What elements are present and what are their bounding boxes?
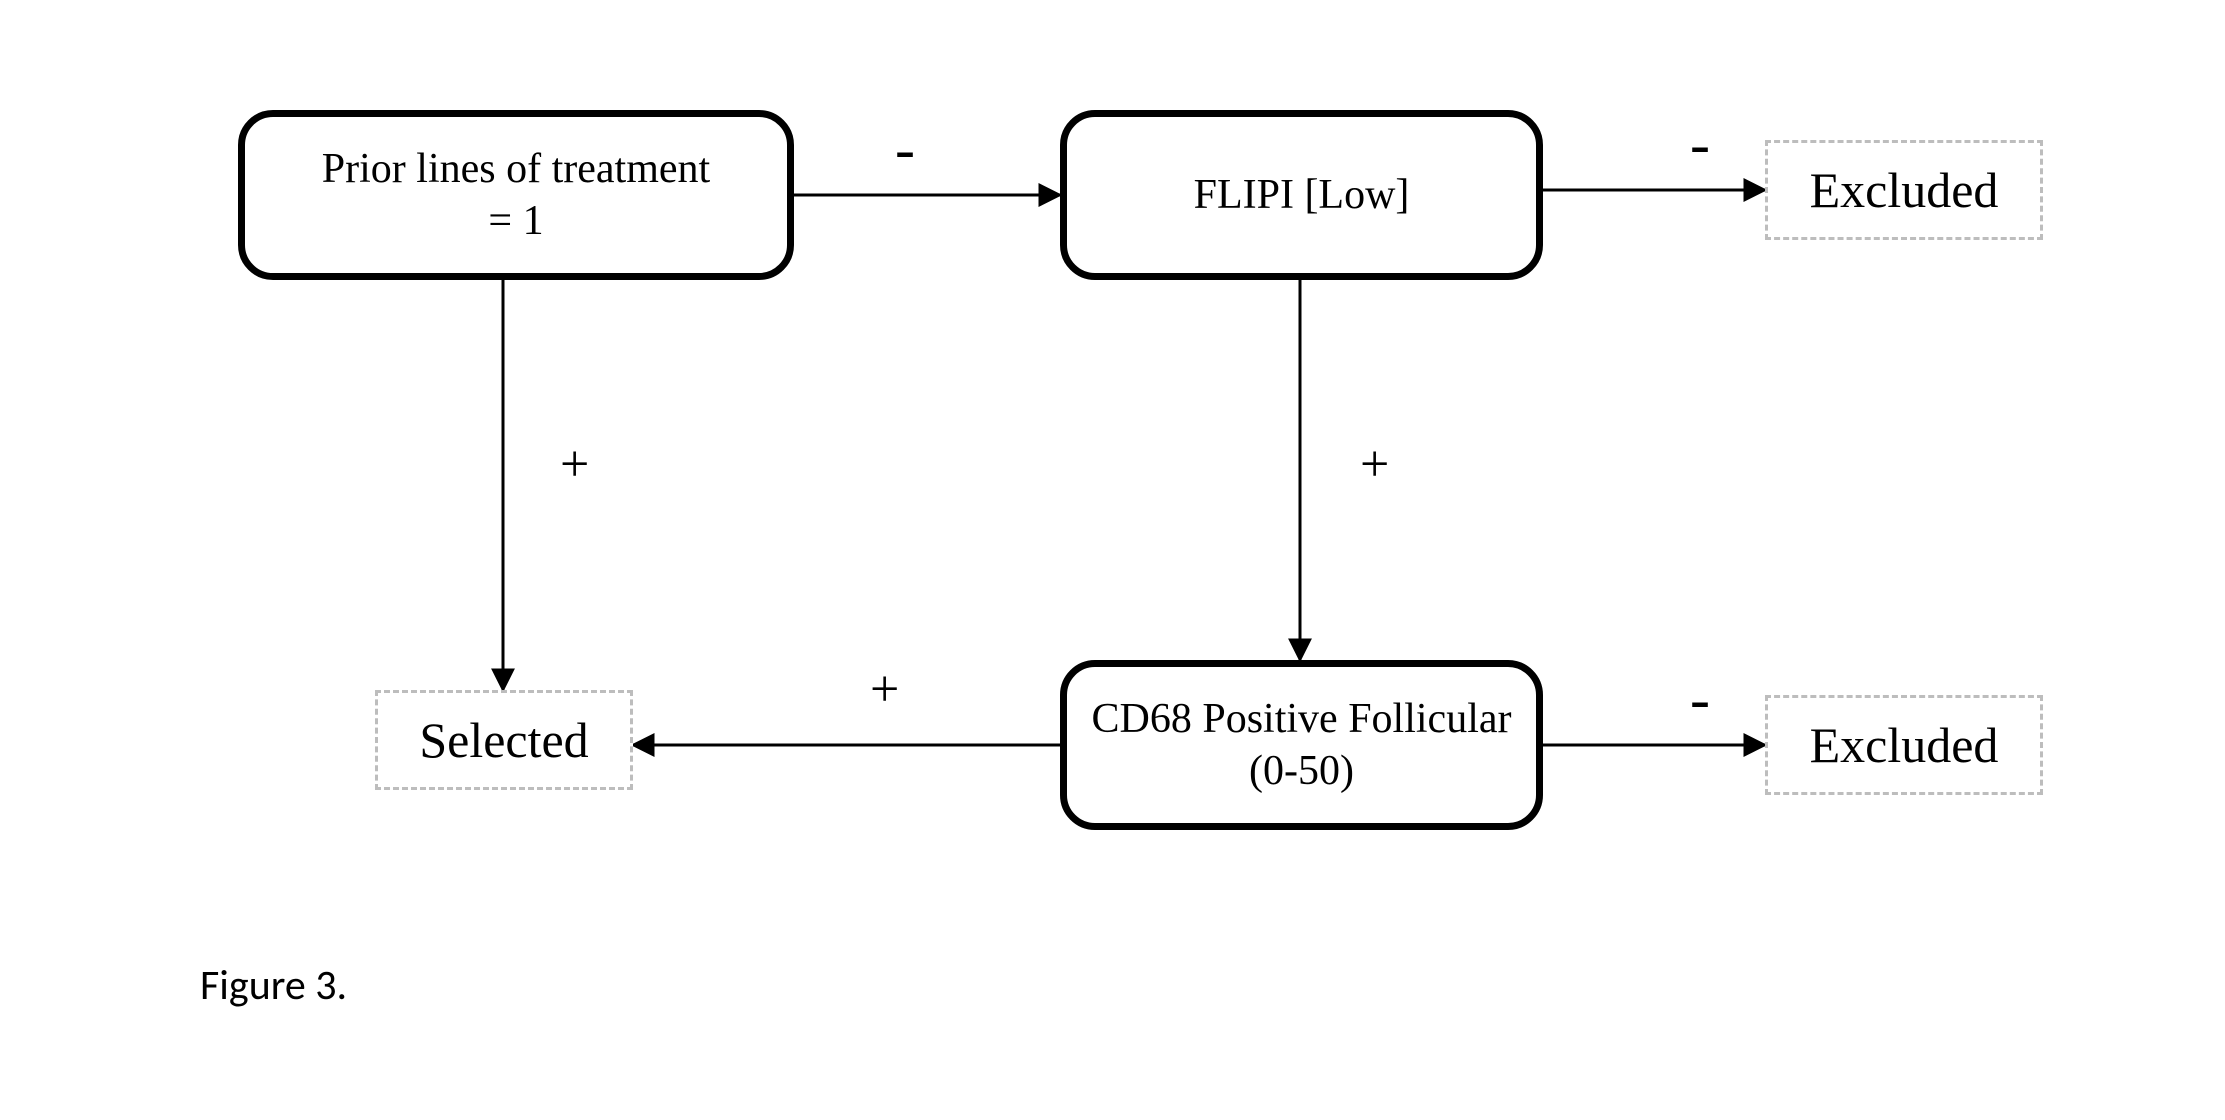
figure-caption: Figure 3.	[200, 960, 347, 1011]
node-excluded-1-text: Excluded	[1810, 159, 1999, 222]
node-prior-line1: Prior lines of treatment	[322, 143, 710, 196]
node-selected: Selected	[375, 690, 633, 790]
label-flipi-excluded-minus: -	[1690, 110, 1710, 179]
flowchart-canvas: Prior lines of treatment = 1 FLIPI [Low]…	[0, 0, 2225, 1120]
label-cd68-selected-plus: +	[870, 660, 899, 719]
node-selected-text: Selected	[419, 709, 588, 772]
node-cd68: CD68 Positive Follicular (0-50)	[1060, 660, 1543, 830]
node-prior-lines: Prior lines of treatment = 1	[238, 110, 794, 280]
label-prior-flipi-minus: -	[895, 115, 915, 184]
node-cd68-line2: (0-50)	[1092, 745, 1512, 798]
node-flipi: FLIPI [Low]	[1060, 110, 1543, 280]
node-prior-line2: = 1	[322, 195, 710, 248]
node-excluded-2: Excluded	[1765, 695, 2043, 795]
node-excluded-1: Excluded	[1765, 140, 2043, 240]
node-cd68-line1: CD68 Positive Follicular	[1092, 693, 1512, 746]
label-cd68-excluded-minus: -	[1690, 665, 1710, 734]
label-flipi-cd68-plus: +	[1360, 435, 1389, 494]
node-flipi-text: FLIPI [Low]	[1194, 169, 1410, 222]
label-prior-selected-plus: +	[560, 435, 589, 494]
node-excluded-2-text: Excluded	[1810, 714, 1999, 777]
